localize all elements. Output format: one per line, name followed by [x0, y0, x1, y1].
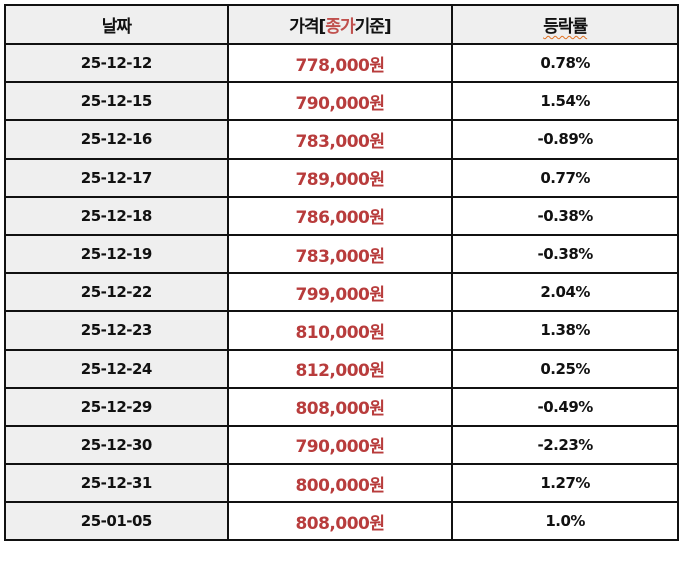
header-price: 가격[종가기준]: [226, 4, 454, 45]
price-cell: 800,000원: [226, 463, 454, 504]
price-cell: 783,000원: [226, 233, 454, 275]
date-cell: 25-12-19: [4, 233, 229, 275]
header-date-label: 날짜: [101, 17, 132, 37]
change-cell: 1.38%: [451, 310, 679, 351]
price-cell: 789,000원: [226, 157, 454, 198]
date-cell: 25-12-12: [4, 42, 229, 84]
table-row: 25-12-24 812,000원 0.25%: [4, 348, 679, 389]
table-row: 25-12-16 783,000원 -0.89%: [4, 119, 679, 160]
change-cell: 0.78%: [451, 42, 679, 84]
table-row: 25-12-15 790,000원 1.54%: [4, 81, 679, 122]
table-row: 25-01-05 808,000원 1.0%: [4, 501, 679, 542]
header-change: 등락률: [451, 4, 679, 45]
change-cell: 1.0%: [451, 501, 679, 542]
price-cell: 790,000원: [226, 424, 454, 466]
date-cell: 25-12-17: [4, 157, 229, 198]
header-date: 날짜: [4, 4, 229, 45]
date-cell: 25-12-31: [4, 463, 229, 504]
change-cell: 2.04%: [451, 272, 679, 313]
change-cell: -0.49%: [451, 386, 679, 427]
table-row: 25-12-29 808,000원 -0.49%: [4, 386, 679, 427]
table-row: 25-12-19 783,000원 -0.38%: [4, 233, 679, 275]
change-cell: -0.38%: [451, 195, 679, 236]
price-cell: 812,000원: [226, 348, 454, 389]
price-cell: 786,000원: [226, 195, 454, 236]
date-cell: 25-12-22: [4, 272, 229, 313]
header-change-label: 등락률: [543, 17, 588, 37]
stock-price-table: 날짜 가격[종가기준] 등락률 25-12-12 778,000원 0.78% …: [4, 4, 679, 542]
date-cell: 25-12-18: [4, 195, 229, 236]
price-cell: 808,000원: [226, 386, 454, 427]
change-cell: 0.77%: [451, 157, 679, 198]
change-cell: -2.23%: [451, 424, 679, 466]
price-cell: 808,000원: [226, 501, 454, 542]
table-row: 25-12-23 810,000원 1.38%: [4, 310, 679, 351]
change-cell: -0.89%: [451, 119, 679, 160]
change-cell: -0.38%: [451, 233, 679, 275]
header-row: 날짜 가격[종가기준] 등락률: [4, 4, 679, 45]
change-cell: 1.27%: [451, 463, 679, 504]
change-cell: 0.25%: [451, 348, 679, 389]
table-row: 25-12-18 786,000원 -0.38%: [4, 195, 679, 236]
table-row: 25-12-30 790,000원 -2.23%: [4, 424, 679, 466]
change-cell: 1.54%: [451, 81, 679, 122]
table-row: 25-12-17 789,000원 0.77%: [4, 157, 679, 198]
price-cell: 783,000원: [226, 119, 454, 160]
date-cell: 25-12-29: [4, 386, 229, 427]
date-cell: 25-01-05: [4, 501, 229, 542]
header-price-prefix: 가격[: [289, 17, 326, 37]
date-cell: 25-12-30: [4, 424, 229, 466]
price-cell: 810,000원: [226, 310, 454, 351]
price-cell: 778,000원: [226, 42, 454, 84]
table-row: 25-12-12 778,000원 0.78%: [4, 42, 679, 84]
date-cell: 25-12-23: [4, 310, 229, 351]
price-cell: 790,000원: [226, 81, 454, 122]
date-cell: 25-12-24: [4, 348, 229, 389]
header-price-accent: 종가: [325, 17, 355, 37]
date-cell: 25-12-16: [4, 119, 229, 160]
table-row: 25-12-31 800,000원 1.27%: [4, 463, 679, 504]
date-cell: 25-12-15: [4, 81, 229, 122]
table-row: 25-12-22 799,000원 2.04%: [4, 272, 679, 313]
price-cell: 799,000원: [226, 272, 454, 313]
header-price-suffix: 기준]: [354, 17, 392, 37]
